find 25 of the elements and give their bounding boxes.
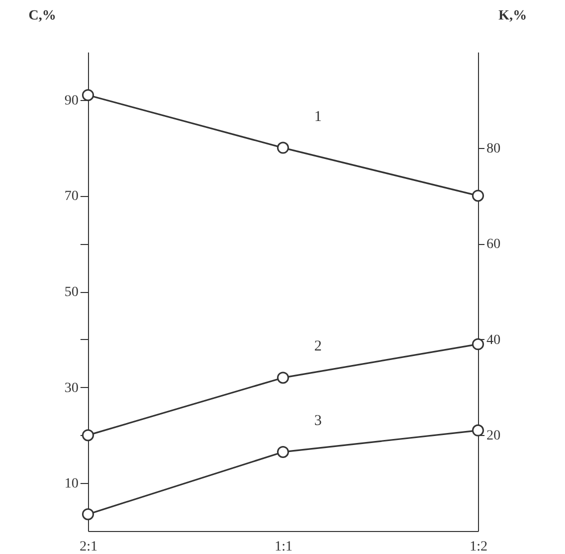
y-tick-label: 10 xyxy=(64,476,78,492)
point xyxy=(472,338,484,350)
point xyxy=(277,142,289,154)
point xyxy=(472,424,484,436)
point xyxy=(472,190,484,202)
y-tick-label: 90 xyxy=(64,93,78,108)
x-tick-label: 2:1 xyxy=(80,540,98,554)
point xyxy=(82,508,94,520)
y2-tick-label: 40 xyxy=(486,332,500,348)
y2-tick-label: 80 xyxy=(486,141,500,156)
point xyxy=(82,89,94,102)
point xyxy=(277,446,289,458)
y-axis-title: C,% xyxy=(28,8,56,24)
series-label: 2 xyxy=(314,338,322,355)
y-tick-label: 50 xyxy=(64,285,78,300)
y-tick-label: 30 xyxy=(64,380,78,396)
x-tick-label: 1:2 xyxy=(470,540,488,554)
series-label: 3 xyxy=(314,412,322,429)
x-tick-label: 1:1 xyxy=(274,540,292,554)
point xyxy=(277,372,289,384)
y-tick-label: 70 xyxy=(64,189,78,204)
series-label: 1 xyxy=(314,108,322,125)
y2-tick-label: 60 xyxy=(486,237,500,252)
y2-tick-label: 20 xyxy=(486,428,500,444)
y2-axis-title: K,% xyxy=(498,8,527,24)
